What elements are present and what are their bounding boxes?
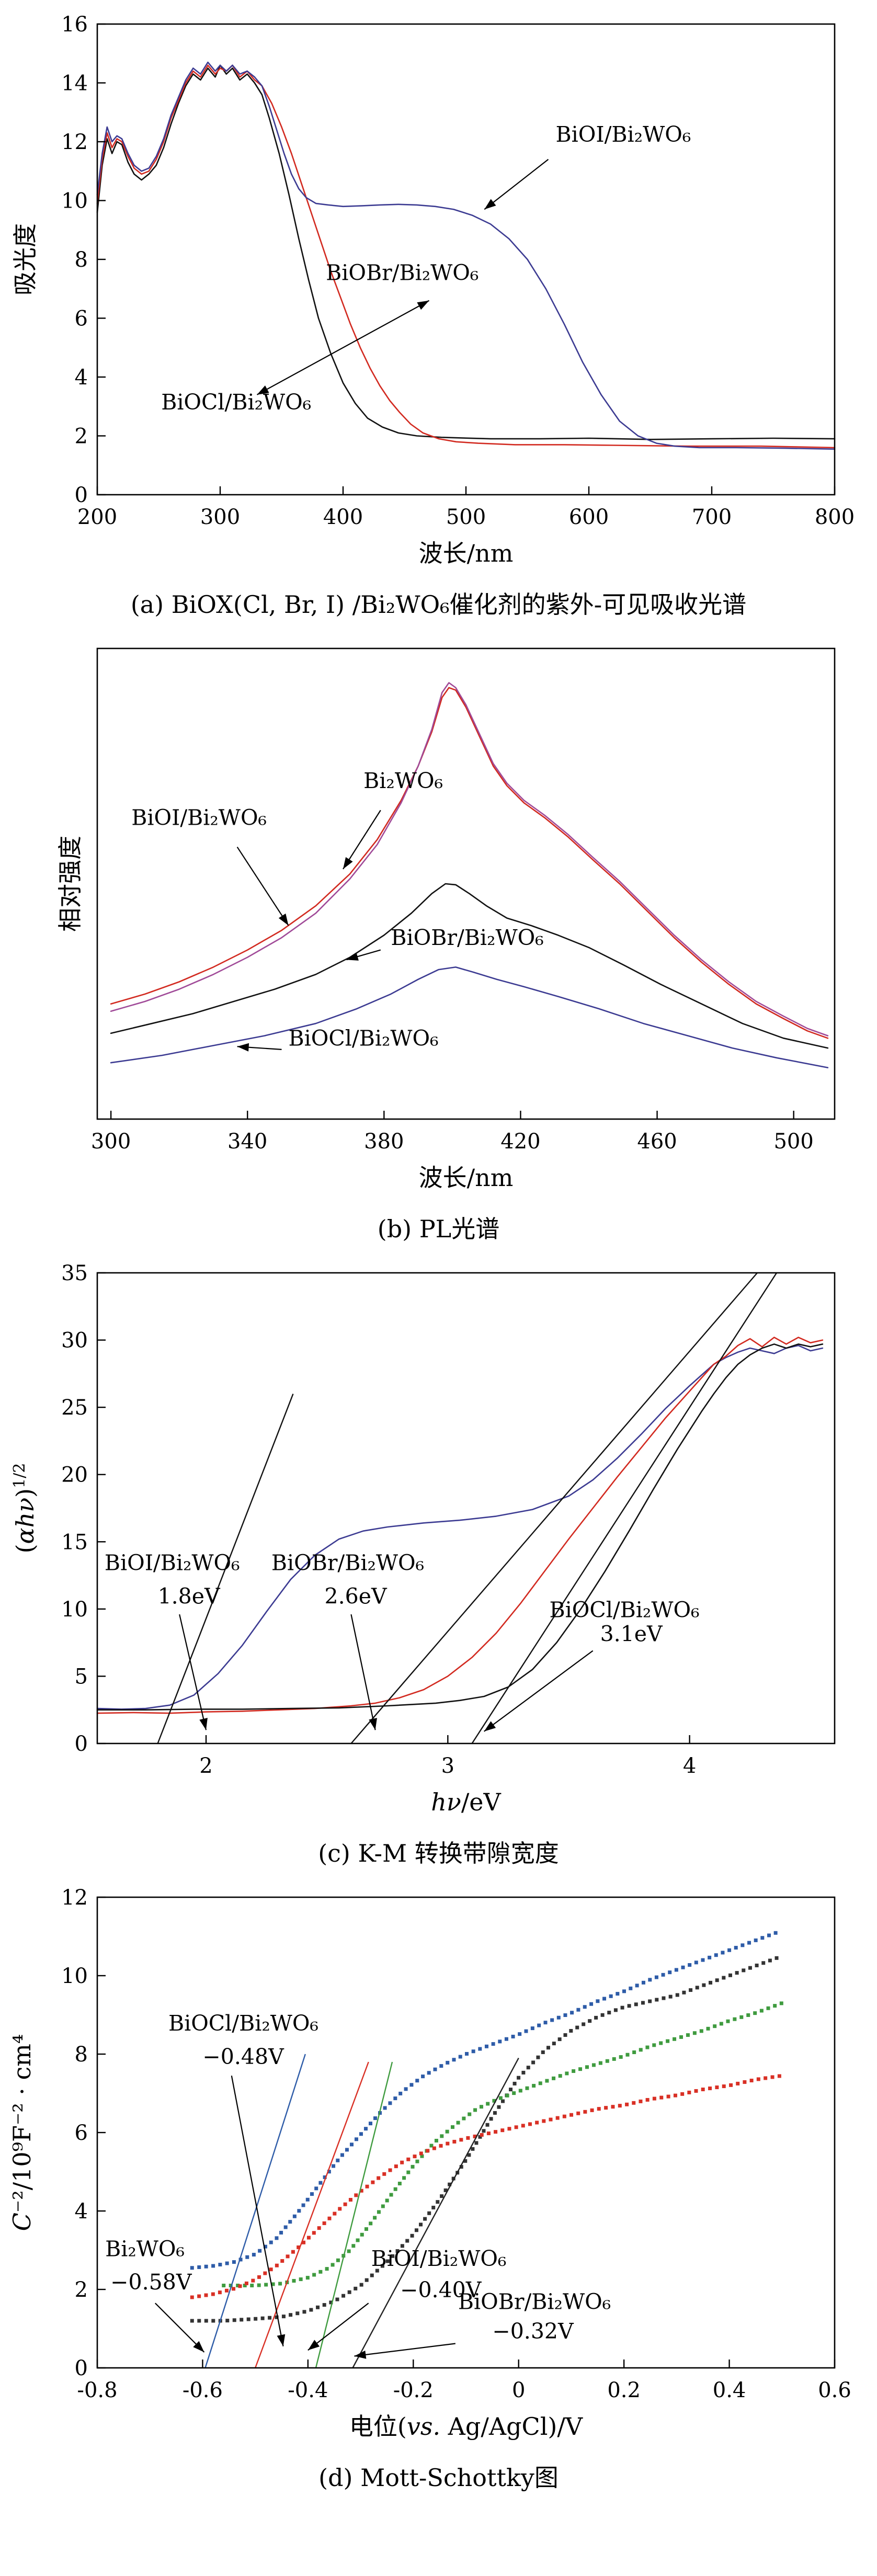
mott-schottky-chart: -0.8 -0.6 -0.4 -0.2 0 0.2 0.4 0.6 0 2 4 6 8 10 12 电位(vs…: [8, 1886, 851, 2441]
svg-text:700: 700: [692, 505, 732, 529]
svg-text:0: 0: [512, 2378, 525, 2402]
svg-text:相对强度: 相对强度: [56, 836, 84, 932]
svg-text:6: 6: [75, 307, 88, 331]
svg-text:12: 12: [61, 130, 88, 154]
svg-text:-0.6: -0.6: [183, 2378, 223, 2402]
svg-text:电位(vs. Ag/AgCl)/V: 电位(vs. Ag/AgCl)/V: [349, 2412, 583, 2441]
svg-text:−0.32V: −0.32V: [492, 2319, 574, 2344]
caption-b: (b) PL光谱: [377, 1215, 500, 1243]
svg-text:600: 600: [569, 505, 609, 529]
svg-text:300: 300: [91, 1130, 131, 1154]
svg-text:10: 10: [61, 1964, 88, 1988]
svg-text:10: 10: [61, 189, 88, 213]
km-bandgap-chart: 2 3 4 0 5 10 15 20 25 30 35 hν/eV (αhν)1/2 BiOI/Bi₂WO…: [10, 1261, 836, 1816]
svg-text:BiOBr/Bi₂WO₆: BiOBr/Bi₂WO₆: [458, 2289, 611, 2315]
caption-d: (d) Mott-Schottky图: [318, 2464, 559, 2492]
svg-text:4: 4: [683, 1754, 696, 1778]
svg-text:1.8eV: 1.8eV: [158, 1584, 221, 1609]
svg-text:hν/eV: hν/eV: [431, 1788, 501, 1816]
svg-text:4: 4: [75, 366, 88, 390]
svg-text:C⁻²/10⁹F⁻² · cm⁴: C⁻²/10⁹F⁻² · cm⁴: [8, 2034, 36, 2231]
svg-text:500: 500: [446, 505, 486, 529]
svg-text:3.1eV: 3.1eV: [600, 1622, 663, 1647]
svg-text:BiOI/Bi₂WO₆: BiOI/Bi₂WO₆: [371, 2246, 507, 2271]
svg-text:15: 15: [61, 1530, 88, 1554]
svg-text:-0.2: -0.2: [393, 2378, 434, 2402]
svg-text:0.4: 0.4: [713, 2378, 746, 2402]
svg-text:8: 8: [75, 248, 88, 272]
svg-text:吸光度: 吸光度: [11, 223, 39, 295]
svg-text:0.6: 0.6: [818, 2378, 851, 2402]
svg-text:2: 2: [199, 1754, 212, 1778]
svg-text:460: 460: [637, 1130, 677, 1154]
svg-text:BiOI/Bi₂WO₆: BiOI/Bi₂WO₆: [105, 1550, 240, 1575]
svg-text:3: 3: [441, 1754, 454, 1778]
svg-text:BiOCl/Bi₂WO₆: BiOCl/Bi₂WO₆: [549, 1597, 699, 1622]
svg-text:340: 340: [227, 1130, 267, 1154]
svg-text:16: 16: [61, 13, 88, 37]
figure-stack: 200 300 400 500 600 700 800 0 2 4 6 8 10 12 14 16 波长/nm 吸…: [0, 9, 877, 2493]
svg-text:35: 35: [61, 1261, 88, 1285]
svg-text:12: 12: [61, 1886, 88, 1910]
svg-text:25: 25: [61, 1396, 88, 1420]
svg-text:2: 2: [75, 2278, 88, 2302]
svg-text:5: 5: [75, 1665, 88, 1689]
svg-text:10: 10: [61, 1598, 88, 1622]
svg-text:200: 200: [77, 505, 117, 529]
svg-text:−0.40V: −0.40V: [400, 2277, 482, 2303]
svg-text:0: 0: [75, 1732, 88, 1756]
panel-c-bandgap: 2 3 4 0 5 10 15 20 25 30 35 hν/eV (αhν)1/2 BiOI/Bi₂WO…: [0, 1258, 877, 1869]
panel-b-pl: 300 340 380 420 460 500 波长/nm 相对强度 BiOI/Bi₂WO₆ Bi…: [0, 634, 877, 1245]
pl-spectra-chart: 300 340 380 420 460 500 波长/nm 相对强度 BiOI/Bi₂WO₆ Bi…: [56, 647, 836, 1192]
svg-text:BiOBr/Bi₂WO₆: BiOBr/Bi₂WO₆: [271, 1550, 424, 1575]
svg-text:420: 420: [500, 1130, 540, 1154]
svg-text:14: 14: [61, 72, 88, 96]
svg-text:BiOI/Bi₂WO₆: BiOI/Bi₂WO₆: [131, 805, 267, 830]
svg-text:400: 400: [323, 505, 363, 529]
svg-text:BiOCl/Bi₂WO₆: BiOCl/Bi₂WO₆: [289, 1025, 439, 1051]
caption-c: (c) K-M 转换带隙宽度: [318, 1839, 559, 1867]
svg-text:波长/nm: 波长/nm: [419, 539, 514, 567]
svg-text:500: 500: [773, 1130, 813, 1154]
panel-a-uvvis: 200 300 400 500 600 700 800 0 2 4 6 8 10 12 14 16 波长/nm 吸…: [0, 9, 877, 620]
panel-d-mott-schottky: -0.8 -0.6 -0.4 -0.2 0 0.2 0.4 0.6 0 2 4 6 8 10 12 电位(vs…: [0, 1883, 877, 2493]
svg-text:800: 800: [815, 505, 855, 529]
svg-text:300: 300: [200, 505, 240, 529]
svg-text:0: 0: [75, 2356, 88, 2380]
svg-text:Bi₂WO₆: Bi₂WO₆: [105, 2236, 185, 2261]
svg-text:波长/nm: 波长/nm: [419, 1164, 514, 1192]
svg-text:380: 380: [364, 1130, 404, 1154]
svg-text:Bi₂WO₆: Bi₂WO₆: [363, 768, 443, 793]
caption-a: (a) BiOX(Cl, Br, I) /Bi₂WO₆催化剂的紫外-可见吸收光谱: [130, 590, 747, 619]
svg-text:20: 20: [61, 1463, 88, 1487]
svg-text:BiOBr/Bi₂WO₆: BiOBr/Bi₂WO₆: [391, 925, 543, 950]
svg-text:0: 0: [75, 483, 88, 507]
svg-text:BiOI/Bi₂WO₆: BiOI/Bi₂WO₆: [556, 122, 691, 147]
svg-text:−0.58V: −0.58V: [110, 2270, 192, 2295]
svg-text:30: 30: [61, 1329, 88, 1353]
svg-text:8: 8: [75, 2043, 88, 2067]
svg-text:4: 4: [75, 2199, 88, 2224]
svg-text:2: 2: [75, 425, 88, 449]
svg-text:6: 6: [75, 2121, 88, 2145]
svg-text:2.6eV: 2.6eV: [325, 1584, 388, 1609]
svg-text:BiOCl/Bi₂WO₆: BiOCl/Bi₂WO₆: [161, 390, 311, 415]
svg-text:(αhν)1/2: (αhν)1/2: [10, 1463, 39, 1554]
svg-text:BiOBr/Bi₂WO₆: BiOBr/Bi₂WO₆: [326, 260, 479, 285]
svg-text:−0.48V: −0.48V: [202, 2044, 284, 2069]
svg-text:BiOCl/Bi₂WO₆: BiOCl/Bi₂WO₆: [168, 2011, 318, 2036]
svg-text:0.2: 0.2: [607, 2378, 641, 2402]
svg-text:-0.8: -0.8: [77, 2378, 117, 2402]
uvvis-absorption-chart: 200 300 400 500 600 700 800 0 2 4 6 8 10 12 14 16 波长/nm 吸…: [11, 13, 855, 567]
svg-text:-0.4: -0.4: [288, 2378, 328, 2402]
